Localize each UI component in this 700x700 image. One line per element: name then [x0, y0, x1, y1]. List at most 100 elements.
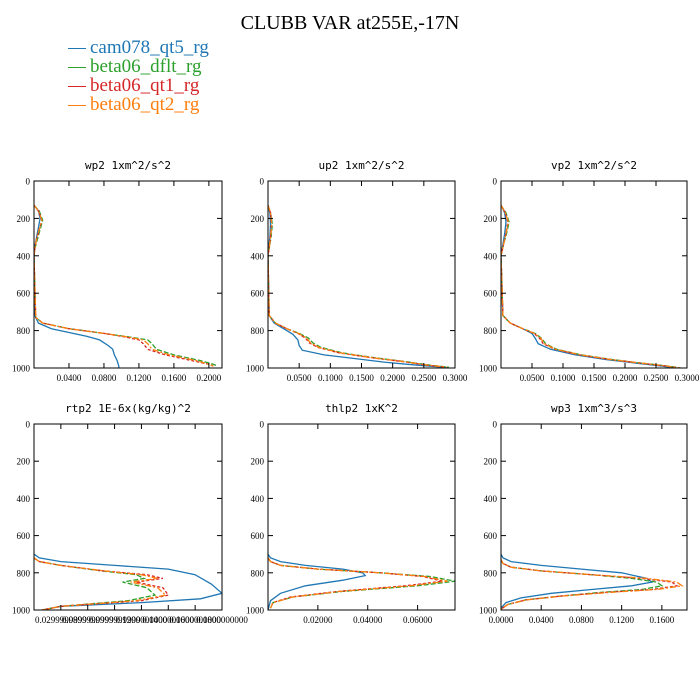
plot-frame	[33, 180, 223, 369]
x-tick-label: 0.04000	[353, 615, 383, 625]
x-tick-label: 0.1500	[349, 373, 374, 383]
x-tick-label: 0.2000	[613, 373, 638, 383]
y-tick-label: 200	[251, 214, 265, 224]
series-line	[34, 204, 218, 367]
y-tick-label: 0	[260, 420, 265, 430]
x-tick-label: 0.0000	[489, 615, 514, 625]
y-tick-label: 200	[484, 457, 498, 467]
legend-item: beta06_dflt_rg	[68, 57, 209, 76]
series-line	[501, 204, 681, 368]
x-tick-label: 0.2500	[644, 373, 669, 383]
chart-panel: vp2 1xm^2/s^2 0 200 400 600 800 1000 0.0500 0.10…	[479, 159, 700, 383]
panel-title: up2 1xm^2/s^2	[318, 159, 404, 172]
plot-frame	[500, 180, 688, 369]
series-line	[268, 205, 447, 368]
x-tick-label: 0.2500	[411, 373, 436, 383]
y-tick-label: 1000	[246, 606, 265, 616]
y-tick-label: 200	[251, 457, 265, 467]
y-tick-label: 600	[484, 289, 498, 299]
y-tick-label: 0	[26, 420, 31, 430]
y-tick-label: 1000	[246, 364, 265, 374]
series-line	[34, 204, 214, 367]
y-tick-label: 600	[17, 289, 31, 299]
series-line	[501, 559, 684, 610]
y-tick-label: 200	[17, 214, 31, 224]
y-tick-label: 800	[484, 326, 498, 336]
series-line	[34, 557, 167, 610]
x-tick-label: 0.0999999999	[89, 615, 141, 625]
panel-title: thlp2 1xK^2	[325, 402, 398, 415]
panel-title: wp3 1xm^3/s^3	[551, 402, 637, 415]
legend-label: beta06_qt1_rg	[90, 75, 200, 96]
panel-title: rtp2 1E-6x(kg/kg)^2	[65, 402, 191, 415]
series-line	[34, 553, 222, 610]
chart-panel: rtp2 1E-6x(kg/kg)^2 0 200 400 600 800 1000 0.02…	[12, 402, 248, 625]
y-tick-label: 400	[484, 251, 498, 261]
x-tick-label: 0.1600	[162, 373, 187, 383]
x-tick-label: 0.02000	[303, 615, 333, 625]
y-tick-label: 400	[251, 494, 265, 504]
x-tick-label: 0.0800	[92, 373, 117, 383]
x-tick-label: 0.3000	[675, 373, 700, 383]
chart-panel: up2 1xm^2/s^2 0 200 400 600 800 1000 0.0500 0.10…	[246, 159, 468, 383]
y-tick-label: 400	[484, 494, 498, 504]
series-line	[268, 205, 449, 368]
y-tick-label: 800	[17, 326, 31, 336]
y-tick-label: 1000	[12, 364, 31, 374]
y-tick-label: 400	[17, 251, 31, 261]
x-tick-label: 0.0500	[287, 373, 312, 383]
y-tick-label: 600	[251, 289, 265, 299]
y-tick-label: 1000	[12, 606, 31, 616]
series-line	[268, 557, 443, 609]
panel-title: vp2 1xm^2/s^2	[551, 159, 637, 172]
plot-frame	[500, 423, 688, 611]
series-line	[268, 205, 449, 368]
legend-label: cam078_qt5_rg	[90, 37, 209, 58]
figure-title: CLUBB VAR at255E,-17N	[240, 12, 460, 34]
y-tick-label: 1000	[479, 606, 498, 616]
x-tick-label: 0.1200	[609, 615, 634, 625]
series-line	[268, 553, 367, 610]
legend-item: beta06_qt2_rg	[68, 95, 209, 114]
y-tick-label: 800	[251, 326, 265, 336]
y-tick-label: 600	[484, 531, 498, 541]
panel-title: wp2 1xm^2/s^2	[85, 159, 171, 172]
y-tick-label: 1000	[479, 364, 498, 374]
series-line	[501, 553, 654, 609]
series-line	[501, 559, 679, 610]
y-tick-label: 600	[251, 531, 265, 541]
series-line	[268, 205, 446, 368]
x-tick-label: 0.1600	[649, 615, 674, 625]
series-line	[501, 204, 680, 368]
x-tick-label: 0.1400000000	[142, 615, 194, 625]
y-tick-label: 400	[251, 251, 265, 261]
x-tick-label: 0.0299999999	[35, 615, 87, 625]
series-line	[34, 204, 214, 367]
x-tick-label: 0.1000	[318, 373, 343, 383]
legend-line-icon	[68, 48, 86, 50]
x-tick-label: 0.0500	[520, 373, 545, 383]
x-tick-label: 0.2000	[197, 373, 222, 383]
legend-line-icon	[68, 67, 86, 69]
legend-item: beta06_qt1_rg	[68, 76, 209, 95]
legend: cam078_qt5_rg beta06_dflt_rg beta06_qt1_…	[68, 38, 209, 114]
legend-label: beta06_qt2_rg	[90, 94, 200, 115]
plot-frame	[267, 423, 456, 611]
y-tick-label: 0	[26, 177, 31, 187]
x-tick-label: 0.1800000000	[196, 615, 248, 625]
y-tick-label: 0	[493, 177, 498, 187]
x-tick-label: 0.2000	[380, 373, 405, 383]
series-line	[501, 205, 675, 368]
series-line	[501, 204, 679, 368]
x-tick-label: 0.0400	[57, 373, 82, 383]
legend-item: cam078_qt5_rg	[68, 38, 209, 57]
y-tick-label: 0	[493, 420, 498, 430]
x-tick-label: 0.1500	[582, 373, 607, 383]
x-tick-label: 0.0899999999	[62, 615, 114, 625]
y-tick-label: 200	[17, 457, 31, 467]
y-tick-label: 0	[260, 177, 265, 187]
y-tick-label: 600	[17, 531, 31, 541]
x-tick-label: 0.0800	[569, 615, 594, 625]
